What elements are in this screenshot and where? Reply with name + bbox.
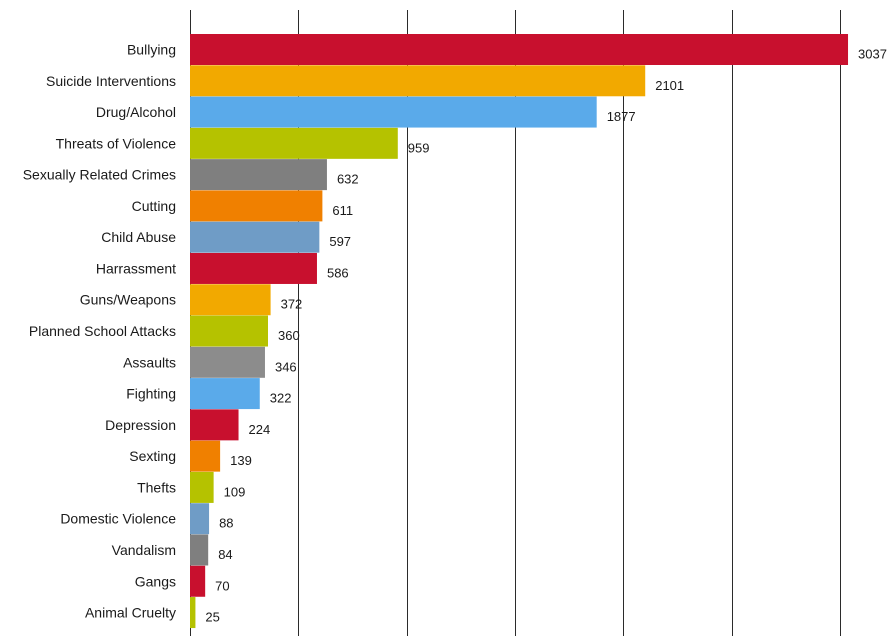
bar-13 xyxy=(190,440,221,472)
bar-5 xyxy=(190,190,323,222)
category-label-1: Suicide Interventions xyxy=(46,73,176,89)
category-label-2: Drug/Alcohol xyxy=(96,104,176,120)
value-label-12: 224 xyxy=(249,422,271,437)
category-label-12: Depression xyxy=(105,417,176,433)
value-label-2: 1877 xyxy=(607,109,636,124)
bar-16 xyxy=(190,534,209,566)
value-label-6: 597 xyxy=(329,234,351,249)
value-label-13: 139 xyxy=(230,453,252,468)
category-label-8: Guns/Weapons xyxy=(80,292,176,308)
value-label-8: 372 xyxy=(281,297,303,312)
bar-11 xyxy=(190,378,260,410)
bar-17 xyxy=(190,565,206,597)
bar-6 xyxy=(190,221,320,253)
bar-2 xyxy=(190,96,597,128)
category-label-14: Thefts xyxy=(137,479,176,495)
value-labels: 3037 2101 1877 959 632 611 597 586 372 360 346 322 2… xyxy=(205,47,887,625)
value-label-11: 322 xyxy=(270,391,292,406)
value-label-3: 959 xyxy=(408,140,430,155)
category-label-10: Assaults xyxy=(123,354,176,370)
value-label-5: 611 xyxy=(332,203,353,218)
category-label-16: Vandalism xyxy=(112,542,176,558)
category-label-7: Harrassment xyxy=(96,260,176,276)
category-label-18: Animal Cruelty xyxy=(85,605,176,621)
category-label-13: Sexting xyxy=(129,448,176,464)
bar-7 xyxy=(190,252,317,284)
category-label-9: Planned School Attacks xyxy=(29,323,176,339)
category-label-11: Fighting xyxy=(126,386,176,402)
bar-14 xyxy=(190,471,214,503)
bars xyxy=(190,34,849,629)
bar-12 xyxy=(190,409,239,441)
value-label-18: 25 xyxy=(205,610,219,625)
value-label-1: 2101 xyxy=(655,78,684,93)
category-label-4: Sexually Related Crimes xyxy=(23,167,176,183)
category-label-15: Domestic Violence xyxy=(60,511,176,527)
bar-10 xyxy=(190,346,265,378)
value-label-10: 346 xyxy=(275,359,297,374)
value-label-14: 109 xyxy=(224,484,246,499)
category-label-17: Gangs xyxy=(135,573,176,589)
category-labels: Bullying Suicide Interventions Drug/Alcoho… xyxy=(23,42,177,621)
category-label-0: Bullying xyxy=(127,42,176,58)
bar-1 xyxy=(190,65,646,97)
bar-8 xyxy=(190,284,271,316)
bar-3 xyxy=(190,127,398,159)
value-label-9: 360 xyxy=(278,328,300,343)
value-label-4: 632 xyxy=(337,172,359,187)
bar-18 xyxy=(190,597,196,629)
bar-0 xyxy=(190,34,849,65)
value-label-0: 3037 xyxy=(858,47,887,62)
value-label-16: 84 xyxy=(218,547,232,562)
value-label-15: 88 xyxy=(219,516,233,531)
bar-4 xyxy=(190,159,327,191)
value-label-7: 586 xyxy=(327,265,349,280)
category-label-6: Child Abuse xyxy=(101,229,176,245)
category-label-5: Cutting xyxy=(132,198,176,214)
bar-15 xyxy=(190,503,210,535)
bar-9 xyxy=(190,315,268,347)
value-label-17: 70 xyxy=(215,578,229,593)
category-label-3: Threats of Violence xyxy=(56,135,177,151)
